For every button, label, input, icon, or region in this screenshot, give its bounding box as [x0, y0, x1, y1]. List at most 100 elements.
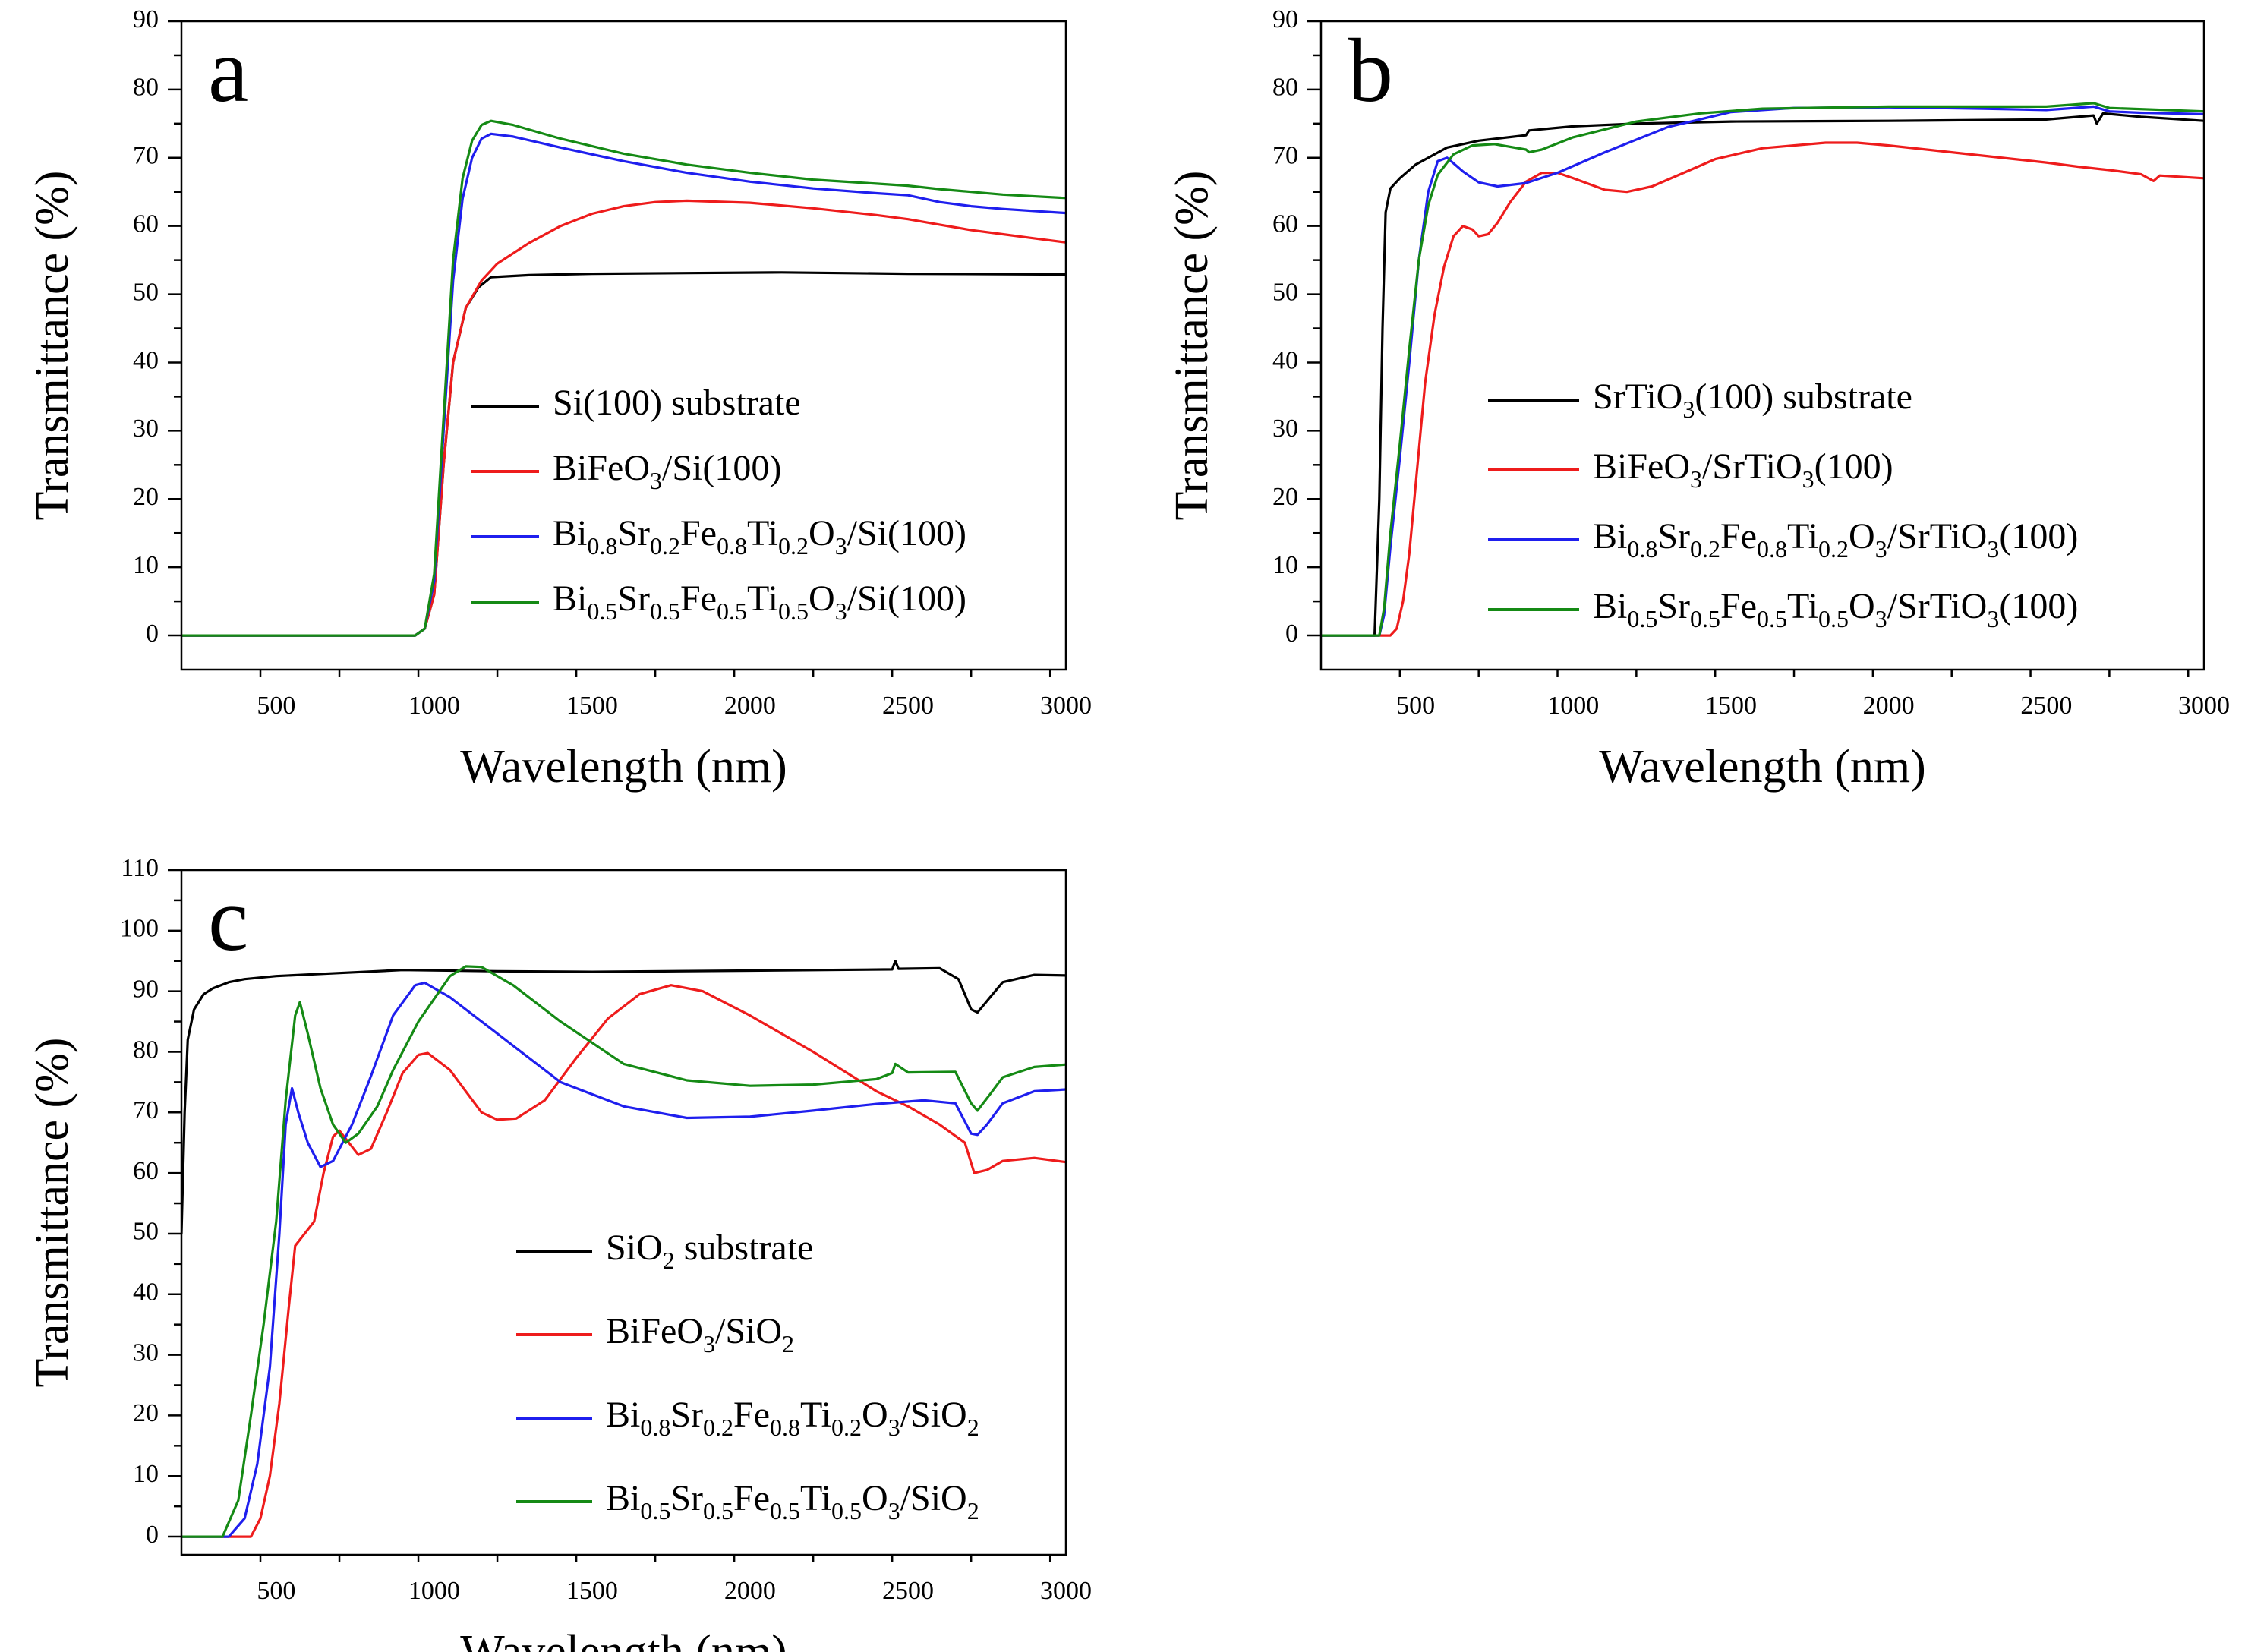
legend-subscript: 0.8 [1627, 535, 1657, 563]
legend-text-part: Si(100) substrate [553, 383, 801, 423]
legend-label: Bi0.5Sr0.5Fe0.5Ti0.5O3/SrTiO3(100) [1593, 586, 2078, 632]
legend-text-part: /SiO [900, 1478, 967, 1518]
legend-subscript: 3 [888, 1497, 900, 1524]
legend-subscript: 0.2 [703, 1414, 733, 1441]
legend-text-part: Ti [747, 579, 778, 619]
legend-text-part: /Si(100) [847, 513, 966, 553]
legend-item-2: Bi0.8Sr0.2Fe0.8Ti0.2O3/SiO2 [516, 1395, 979, 1441]
legend-label: Bi0.5Sr0.5Fe0.5Ti0.5O3/SiO2 [606, 1478, 979, 1524]
legend-subscript: 3 [1875, 605, 1887, 632]
series-group [181, 960, 1066, 1538]
y-tick-label: 50 [133, 1218, 159, 1246]
legend-subscript: 0.2 [831, 1414, 862, 1441]
panel-c: 500 1000 1500 2000 2500 3000 0 10 20 30 40 50 60 70 80… [27, 854, 1092, 1652]
legend-text-part: Ti [1787, 586, 1818, 626]
y-tick-label: 0 [146, 1521, 159, 1549]
panel-a: 500 1000 1500 2000 2500 3000 0 10 20 30 40 50 60 70 80… [27, 5, 1092, 793]
legend-text-part: Fe [1720, 516, 1757, 556]
series-line-3 [181, 965, 1066, 1538]
x-tick-label: 500 [257, 1577, 295, 1605]
y-tick-label: 60 [133, 1157, 159, 1185]
legend-text-part: Bi [553, 579, 587, 619]
legend-subscript: 0.5 [1690, 605, 1720, 632]
y-tick-label: 90 [133, 5, 159, 33]
x-tick-label: 1500 [566, 1577, 618, 1605]
y-tick-label: 70 [133, 1096, 159, 1124]
legend-label: SrTiO3(100) substrate [1593, 377, 1912, 423]
series-line-2 [181, 981, 1066, 1538]
legend-text-part: SiO [606, 1228, 663, 1268]
legend: SiO2 substrateBiFeO3/SiO2Bi0.8Sr0.2Fe0.8… [516, 1228, 979, 1524]
legend-text-part: Ti [800, 1395, 831, 1435]
legend-text-part: Sr [617, 579, 650, 619]
y-tick-label: 80 [1272, 74, 1298, 102]
legend-text-part: Sr [670, 1395, 703, 1435]
legend-subscript: 0.5 [1818, 605, 1849, 632]
y-tick-label: 30 [1272, 415, 1298, 443]
x-axis-title: Wavelength (nm) [1599, 741, 1926, 793]
y-tick-label: 40 [1272, 346, 1298, 374]
panel-label: a [208, 20, 248, 121]
legend-text-part: Bi [606, 1478, 640, 1518]
x-tick-label: 2500 [882, 692, 934, 720]
legend-subscript: 3 [1690, 465, 1702, 493]
x-tick-label: 2500 [882, 1577, 934, 1605]
x-tick-label: 2000 [724, 692, 776, 720]
series-line-3 [181, 119, 1066, 637]
series-line-0 [1321, 112, 2204, 637]
legend: Si(100) substrateBiFeO3/Si(100)Bi0.8Sr0.… [471, 383, 966, 625]
legend-item-1: BiFeO3/SiO2 [516, 1311, 794, 1357]
y-tick-label: 90 [133, 975, 159, 1003]
legend-text-part: O [862, 1478, 888, 1518]
series-group [1321, 102, 2204, 637]
legend-text-part: Sr [1657, 516, 1690, 556]
panel-label: c [208, 869, 248, 969]
legend-text-part: substrate [675, 1228, 814, 1268]
legend-text-part: O [809, 513, 835, 553]
plot-frame [180, 20, 1067, 671]
x-tick-label: 3000 [1040, 1577, 1092, 1605]
legend-text-part: (100) substrate [1695, 377, 1912, 417]
legend-label: SiO2 substrate [606, 1228, 813, 1274]
legend-item-2: Bi0.8Sr0.2Fe0.8Ti0.2O3/Si(100) [471, 513, 966, 560]
legend-subscript: 3 [1987, 605, 1999, 632]
legend-text-part: BiFeO [606, 1311, 703, 1351]
panel-b: 500 1000 1500 2000 2500 3000 0 10 20 30 40 50 60 70 80… [1166, 5, 2230, 793]
legend-text-part: (100) [1814, 446, 1893, 487]
legend-subscript: 2 [967, 1497, 979, 1524]
legend-text-part: O [809, 579, 835, 619]
legend-subscript: 3 [888, 1414, 900, 1441]
legend-text-part: (100) [1999, 586, 2078, 626]
y-tick-label: 10 [1272, 551, 1298, 579]
legend-text-part: Bi [606, 1395, 640, 1435]
x-tick-label: 3000 [2178, 692, 2230, 720]
legend-text-part: O [1849, 516, 1875, 556]
legend-text-part: Bi [1593, 516, 1627, 556]
legend-label: Si(100) substrate [553, 383, 801, 423]
legend-text-part: SrTiO [1593, 377, 1682, 417]
legend-item-3: Bi0.5Sr0.5Fe0.5Ti0.5O3/SiO2 [516, 1478, 979, 1524]
legend-text-part: /Si(100) [847, 579, 966, 619]
legend-subscript: 0.8 [640, 1414, 670, 1441]
legend-label: Bi0.8Sr0.2Fe0.8Ti0.2O3/Si(100) [553, 513, 966, 560]
legend-item-1: BiFeO3/SrTiO3(100) [1488, 446, 1893, 493]
x-tick-label: 2500 [2020, 692, 2072, 720]
legend-subscript: 0.8 [717, 532, 747, 560]
legend-item-3: Bi0.5Sr0.5Fe0.5Ti0.5O3/Si(100) [471, 579, 966, 625]
x-tick-label: 1000 [408, 692, 460, 720]
legend-subscript: 0.8 [770, 1414, 800, 1441]
legend-subscript: 0.5 [640, 1497, 670, 1524]
legend-subscript: 0.5 [703, 1497, 733, 1524]
y-tick-label: 80 [133, 1036, 159, 1064]
legend-subscript: 0.2 [650, 532, 680, 560]
x-tick-label: 500 [1396, 692, 1435, 720]
y-tick-label: 60 [133, 210, 159, 238]
y-tick-label: 0 [1285, 620, 1298, 648]
y-tick-label: 20 [133, 1399, 159, 1427]
series-line-1 [1321, 141, 2204, 637]
legend-subscript: 3 [835, 597, 847, 625]
legend-text-part: /SrTiO [1887, 586, 1988, 626]
legend-subscript: 0.5 [1627, 605, 1657, 632]
y-tick-label: 40 [133, 1278, 159, 1307]
